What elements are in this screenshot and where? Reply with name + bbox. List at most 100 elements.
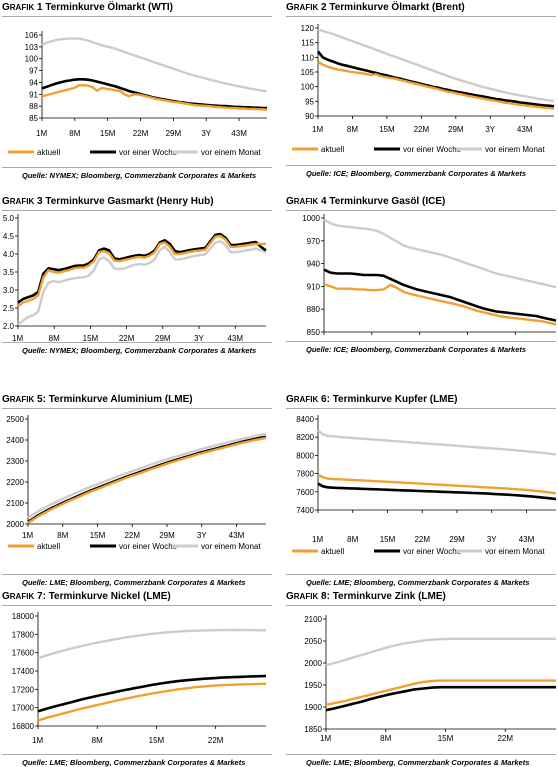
series-line-aktuell [317, 60, 555, 110]
series-line-vor-einem-Monat [27, 432, 267, 519]
x-tick-label: 3Y [194, 334, 204, 342]
y-tick-label: 850 [307, 328, 321, 337]
legend-label: vor einem Monat [485, 145, 545, 154]
chart-svg: 16800 17000 17200 17400 17600 17800 18000 1M 8M 1… [12, 612, 267, 743]
chart-title-text: Terminkurve Zink (LME) [332, 591, 446, 602]
y-tick-label: 94 [29, 78, 38, 87]
y-tick-label: 100 [301, 83, 315, 92]
y-tick-label: 4.0 [3, 250, 15, 259]
series-line-vor-einer-Woche [37, 674, 267, 713]
y-tick-label: 115 [301, 39, 314, 48]
chart-source: Quelle: ICE; Bloomberg, Commerzbank Corp… [306, 345, 527, 354]
chart-panel-zink: GRAFIK 8: Terminkurve Zink (LME) 1850 1900… [286, 591, 556, 767]
y-tick-label: 910 [307, 282, 321, 291]
chart-source: Quelle: LME; Bloomberg, Commerzbank Corp… [22, 758, 246, 767]
chart-title: GRAFIK 2 Terminkurve Ölmarkt (Brent) [286, 2, 465, 13]
chart-svg: 2000 2100 2200 2300 2400 2500 1M 8M 15M 22M 29M 3Y 4… [6, 415, 267, 551]
y-tick-label: 110 [301, 53, 314, 62]
chart-title: GRAFIK 8: Terminkurve Zink (LME) [286, 591, 446, 602]
x-tick-label: 8M [49, 334, 60, 342]
chart-svg: 90 95 100 105 110 115 120 1M 8M 15M 22M 29M 3Y 43M akt… [292, 24, 555, 154]
x-tick-label: 15M [100, 129, 116, 138]
title-separator [286, 408, 556, 409]
x-tick-label: 1M [312, 125, 323, 134]
y-tick-label: 1000 [302, 214, 320, 223]
source-separator [2, 574, 272, 575]
x-tick-label: 29M [159, 531, 175, 540]
x-tick-label: 29M [448, 125, 464, 134]
chart-panel-nickel: GRAFIK 7: Terminkurve Nickel (LME) 16800 1… [2, 591, 272, 767]
y-tick-label: 2.5 [3, 304, 15, 313]
y-tick-label: 2100 [6, 499, 24, 508]
chart-title-text: Terminkurve Ölmarkt (WTI) [45, 2, 173, 13]
source-separator [286, 165, 556, 166]
x-tick-label: 22M [497, 734, 513, 743]
x-tick-label: 3Y [485, 125, 495, 134]
x-tick-label: 1M [22, 531, 33, 540]
y-tick-label: 97 [29, 67, 38, 76]
title-separator [2, 16, 272, 17]
title-separator [286, 16, 556, 17]
y-tick-label: 8400 [296, 415, 314, 424]
y-tick-label: 2000 [6, 520, 24, 529]
series-line-vor-einem-Monat [323, 218, 556, 289]
chart-title-number: 1 [34, 2, 46, 13]
chart-title-number: 7: [34, 591, 49, 602]
series-line-vor-einer-Woche [41, 78, 267, 110]
y-tick-label: 970 [307, 237, 321, 246]
title-separator [286, 605, 556, 606]
title-separator [2, 210, 272, 211]
legend-label: aktuell [37, 148, 60, 157]
chart-title-prefix: GRAFIK [2, 196, 35, 207]
x-tick-label: 22M [119, 334, 135, 342]
y-tick-label: 880 [307, 305, 321, 314]
x-tick-label: 3Y [487, 535, 497, 544]
x-tick-label: 29M [166, 129, 182, 138]
y-tick-label: 91 [29, 90, 38, 99]
source-separator [2, 754, 272, 755]
chart-title-number: 2 [318, 2, 330, 13]
x-tick-label: 1M [36, 129, 47, 138]
y-tick-label: 120 [301, 24, 315, 33]
x-tick-label: 43M [231, 129, 247, 138]
y-tick-label: 7600 [296, 488, 314, 497]
chart-title: GRAFIK 6: Terminkurve Kupfer (LME) [286, 394, 458, 405]
chart-title-number: 8: [318, 591, 333, 602]
y-tick-label: 2.0 [3, 322, 15, 331]
y-tick-label: 1950 [304, 681, 322, 690]
series-line-aktuell [325, 679, 556, 706]
y-tick-label: 17400 [12, 667, 35, 676]
x-tick-label: 43M [229, 531, 245, 540]
legend-label: aktuell [37, 542, 60, 551]
y-tick-label: 95 [305, 97, 314, 106]
chart-title-text: Terminkurve Nickel (LME) [48, 591, 171, 602]
series-line-vor-einem-Monat [17, 240, 267, 326]
y-tick-label: 1900 [304, 703, 322, 712]
y-tick-label: 17200 [12, 685, 35, 694]
y-tick-label: 7800 [296, 470, 314, 479]
chart-title-prefix: GRAFIK [286, 2, 319, 13]
x-tick-label: 1M [12, 334, 23, 342]
source-separator [2, 342, 272, 343]
y-tick-label: 2000 [304, 659, 322, 668]
x-tick-label: 1M [312, 535, 323, 544]
series-line-aktuell [317, 473, 556, 495]
x-tick-label: 8M [92, 736, 103, 743]
title-separator [2, 408, 272, 409]
y-tick-label: 2200 [6, 478, 24, 487]
x-tick-label: 22M [414, 535, 430, 544]
y-tick-label: 88 [29, 102, 38, 111]
series-line-aktuell [41, 83, 268, 111]
series-line-vor-einer-Woche [17, 232, 267, 304]
chart-title-number: 4 [318, 196, 330, 207]
chart-title-text: Terminkurve Gasmarkt (Henry Hub) [45, 196, 214, 207]
source-separator [2, 167, 272, 168]
chart-panel-kupfer: GRAFIK 6: Terminkurve Kupfer (LME) 7400 76… [286, 394, 556, 590]
chart-svg: 2.02.53.03.54.04.55.01M8M15M22M29M3Y43Ma… [3, 214, 267, 342]
x-tick-label: 29M [155, 334, 171, 342]
y-tick-label: 105 [301, 68, 315, 77]
y-tick-label: 106 [25, 31, 39, 40]
series-line-aktuell [323, 282, 556, 326]
x-tick-label: 15M [438, 734, 454, 743]
x-tick-label: 43M [227, 334, 243, 342]
